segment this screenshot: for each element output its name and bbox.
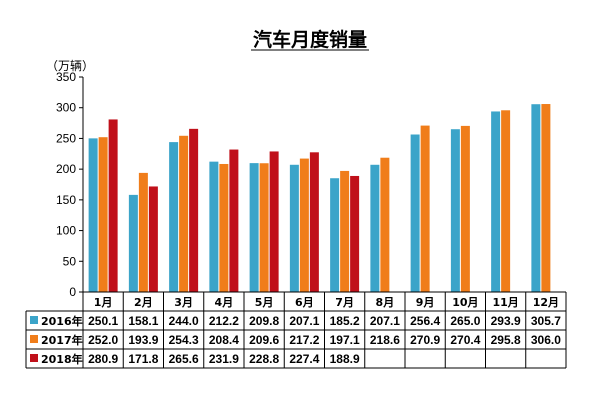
bar-2016年-2月 [128,194,138,292]
bar-2016年-11月 [491,111,501,292]
bar-2017年-7月 [340,170,350,292]
y-tick-label: 200 [56,162,76,176]
data-label: 250.1 [88,314,118,328]
y-tick-label: 100 [56,224,76,238]
y-tick-label: 300 [56,101,76,115]
bar-2017年-9月 [420,125,430,292]
data-label: 228.8 [249,352,279,366]
y-tick-label: 350 [56,70,76,84]
x-tick-label: 9月 [416,296,435,309]
data-label: 197.1 [330,333,360,347]
bar-2018年-1月 [108,119,118,292]
data-label: 193.9 [128,333,158,347]
bar-2017年-12月 [541,104,551,293]
data-label: 212.2 [209,314,239,328]
data-label: 280.9 [88,352,118,366]
bar-2017年-4月 [219,163,229,292]
bar-2016年-5月 [249,163,259,292]
x-tick-label: 3月 [174,296,193,309]
data-label: 158.1 [128,314,158,328]
x-tick-label: 8月 [376,296,395,309]
data-label: 270.9 [410,333,440,347]
x-tick-label: 12月 [533,296,559,309]
data-label: 209.8 [249,314,279,328]
data-label: 217.2 [289,333,319,347]
y-tick-label: 150 [56,193,76,207]
x-tick-label: 2月 [134,296,153,309]
data-label: 256.4 [410,314,440,328]
data-label: 265.6 [169,352,199,366]
x-tick-label: 1月 [94,296,113,309]
data-label: 227.4 [289,352,319,366]
data-label: 231.9 [209,352,239,366]
bar-2018年-4月 [229,149,239,292]
legend-label: 2016年 [41,314,83,328]
data-label: 295.8 [491,333,521,347]
y-tick-label: 250 [56,131,76,145]
bar-2018年-2月 [148,186,158,292]
x-tick-label: 7月 [335,296,354,309]
bar-2016年-10月 [450,129,460,292]
legend-swatch-2018年 [30,354,38,362]
bar-2016年-1月 [88,138,98,292]
data-label: 270.4 [450,333,480,347]
data-label: 218.6 [370,333,400,347]
bar-2018年-6月 [309,152,319,292]
data-label: 254.3 [169,333,199,347]
legend-swatch-2017年 [30,335,38,343]
y-axis: 0 50 100 150 200 250 300 350 [56,70,84,299]
bar-2016年-6月 [289,164,299,292]
x-tick-label: 5月 [255,296,274,309]
data-label: 252.0 [88,333,118,347]
x-tick-label: 6月 [295,296,314,309]
bar-2017年-3月 [179,135,189,292]
bars [88,104,551,293]
bar-2017年-6月 [299,158,309,292]
bar-2016年-4月 [209,161,219,292]
bar-2017年-10月 [460,125,470,292]
bar-2016年-3月 [169,142,179,292]
bar-2018年-3月 [189,128,199,292]
data-label: 208.4 [209,333,239,347]
bar-2017年-5月 [259,163,269,292]
bar-2017年-11月 [501,110,511,293]
bar-2018年-7月 [350,175,360,292]
legend-swatch-2016年 [30,316,38,324]
data-label: 305.7 [531,314,561,328]
bar-2016年-7月 [330,178,340,292]
x-tick-label: 4月 [215,296,234,309]
data-label: 188.9 [330,352,360,366]
y-axis-unit-label: （万辆） [46,59,94,73]
data-label: 306.0 [531,333,561,347]
chart-title: 汽车月度销量 [253,28,367,51]
y-tick-label: 50 [63,254,77,268]
data-label: 293.9 [491,314,521,328]
data-label: 185.2 [330,314,360,328]
bar-2018年-5月 [269,151,279,292]
data-label: 171.8 [128,352,158,366]
bar-2017年-2月 [138,172,148,292]
bar-2016年-12月 [531,104,541,292]
data-label: 209.6 [249,333,279,347]
legend-label: 2017年 [41,333,83,347]
legend-label: 2018年 [41,352,83,366]
bar-2016年-8月 [370,164,380,292]
data-label: 207.1 [370,314,400,328]
y-tick-label: 0 [69,285,76,299]
bar-2017年-1月 [98,137,108,292]
data-label: 244.0 [169,314,199,328]
bar-2017年-8月 [380,157,390,292]
data-table: 1月 2月 3月 4月 5月 6月 7月 8月 9月 10月 11月 12月 2016年 250.1 158… [25,291,567,369]
x-tick-label: 11月 [492,296,518,309]
data-label: 265.0 [450,314,480,328]
data-label: 207.1 [289,314,319,328]
x-tick-label: 10月 [452,296,478,309]
bar-2016年-9月 [410,134,420,292]
